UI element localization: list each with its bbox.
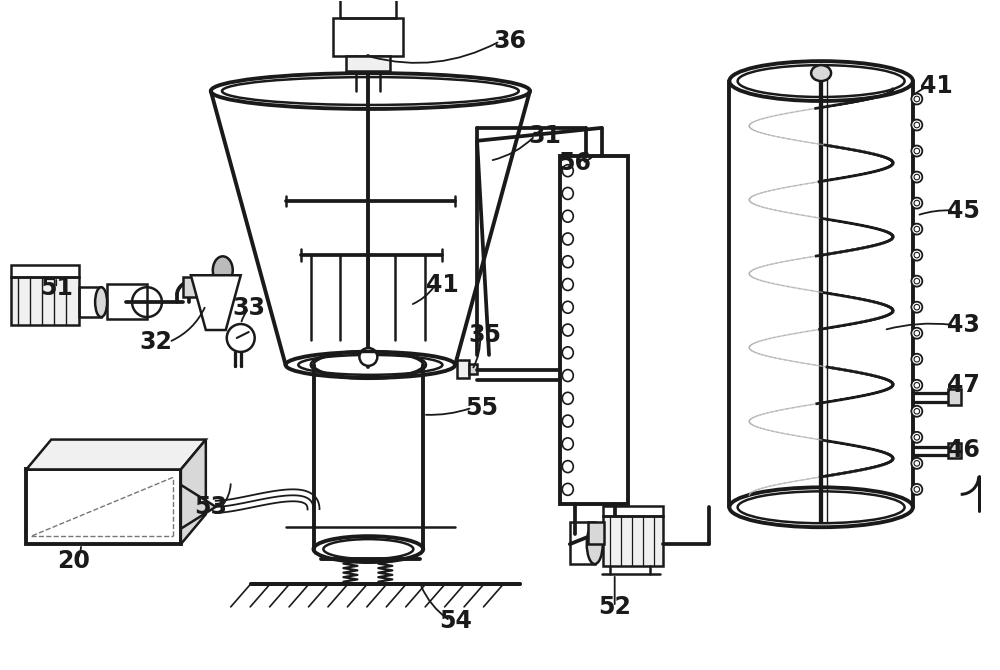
Text: 51: 51 [40,276,73,300]
Ellipse shape [95,287,107,317]
Ellipse shape [562,460,573,472]
Ellipse shape [911,406,922,417]
Bar [333,18,403,56]
Bar [183,277,201,297]
Ellipse shape [562,302,573,314]
Text: 52: 52 [598,595,631,619]
Ellipse shape [914,253,920,258]
Text: 45: 45 [947,198,980,222]
Text: 47: 47 [947,373,980,397]
Bar [948,443,961,458]
Bar [457,360,469,378]
Ellipse shape [562,438,573,450]
Ellipse shape [914,96,920,102]
Ellipse shape [914,200,920,206]
Ellipse shape [911,354,922,364]
Bar [340,0,396,18]
Ellipse shape [562,256,573,268]
Ellipse shape [911,119,922,131]
Text: 56: 56 [558,151,591,175]
Ellipse shape [914,460,920,466]
Ellipse shape [911,275,922,287]
Ellipse shape [914,174,920,180]
Text: 32: 32 [140,330,172,354]
Ellipse shape [911,484,922,495]
Text: 55: 55 [466,396,499,419]
Bar [948,389,961,405]
Ellipse shape [911,328,922,338]
Ellipse shape [911,250,922,261]
Text: 54: 54 [439,609,472,632]
Text: 41: 41 [920,74,953,98]
Text: 43: 43 [947,313,980,337]
Ellipse shape [562,165,573,177]
Ellipse shape [562,347,573,358]
Text: 31: 31 [528,124,561,148]
Bar [588,522,604,544]
Ellipse shape [562,324,573,336]
Ellipse shape [562,393,573,404]
Ellipse shape [914,148,920,154]
Ellipse shape [911,380,922,391]
Text: 41: 41 [426,273,459,297]
Text: 53: 53 [194,495,227,519]
Polygon shape [26,440,206,470]
Bar [346,56,390,71]
Ellipse shape [562,188,573,200]
Ellipse shape [914,304,920,310]
Ellipse shape [914,122,920,128]
Ellipse shape [911,458,922,469]
Bar [107,284,147,319]
Ellipse shape [562,233,573,245]
Ellipse shape [562,279,573,291]
Ellipse shape [562,370,573,381]
Text: 36: 36 [493,29,526,53]
Ellipse shape [562,483,573,495]
Ellipse shape [911,145,922,157]
Ellipse shape [911,198,922,208]
Ellipse shape [562,210,573,222]
Ellipse shape [914,435,920,440]
Ellipse shape [914,486,920,492]
Polygon shape [191,275,241,330]
Ellipse shape [914,278,920,284]
Text: 46: 46 [947,438,980,462]
Bar [603,507,663,517]
Bar [11,277,79,325]
Ellipse shape [911,302,922,313]
Bar [560,155,628,505]
Bar [603,517,663,566]
Bar [11,265,79,277]
Ellipse shape [587,524,603,564]
Ellipse shape [911,94,922,105]
Bar [26,470,181,544]
Ellipse shape [914,226,920,232]
Bar [570,522,595,564]
Text: 35: 35 [469,323,502,347]
Ellipse shape [562,415,573,427]
Polygon shape [181,440,206,544]
Bar [469,364,477,374]
Ellipse shape [359,348,377,366]
Ellipse shape [914,330,920,336]
Text: 33: 33 [232,296,265,320]
Ellipse shape [914,383,920,388]
Ellipse shape [911,432,922,443]
Ellipse shape [911,172,922,182]
Ellipse shape [914,409,920,414]
Bar [79,287,101,317]
Polygon shape [181,485,216,529]
Text: 20: 20 [57,549,90,573]
Ellipse shape [227,324,255,352]
Ellipse shape [911,224,922,234]
Ellipse shape [811,65,831,81]
Ellipse shape [914,356,920,362]
Ellipse shape [213,257,233,284]
